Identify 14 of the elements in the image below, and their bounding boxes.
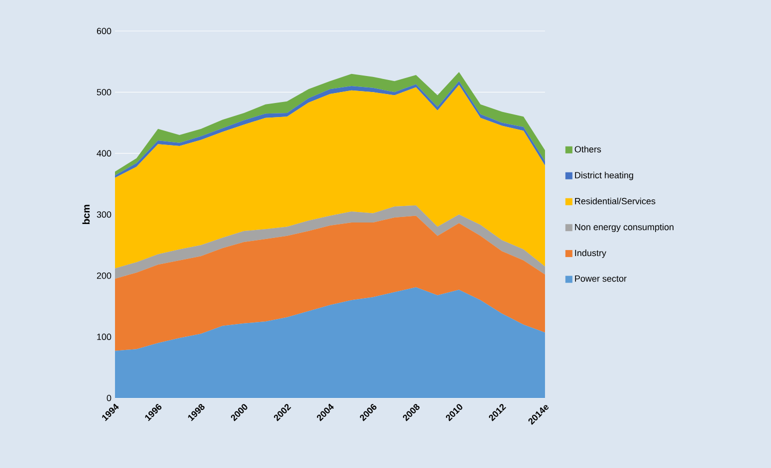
y-tick-label: 300 bbox=[96, 211, 112, 218]
legend-label: Industry bbox=[575, 250, 606, 258]
y-tick-label: 400 bbox=[96, 150, 112, 157]
legend-label: Residential/Services bbox=[575, 198, 656, 204]
y-tick-label: 200 bbox=[96, 272, 112, 279]
legend-label: District heating bbox=[575, 172, 634, 180]
legend-label: Others bbox=[574, 146, 601, 152]
legend-label: Non energy consumption bbox=[575, 224, 674, 232]
y-tick-label: 0 bbox=[106, 394, 112, 402]
y-tick-label: 100 bbox=[97, 334, 112, 340]
legend-label: Power sector bbox=[575, 275, 627, 282]
y-tick-label: 500 bbox=[96, 88, 112, 96]
y-tick-label: 600 bbox=[96, 28, 112, 34]
y-axis-title: bcm bbox=[82, 204, 90, 224]
